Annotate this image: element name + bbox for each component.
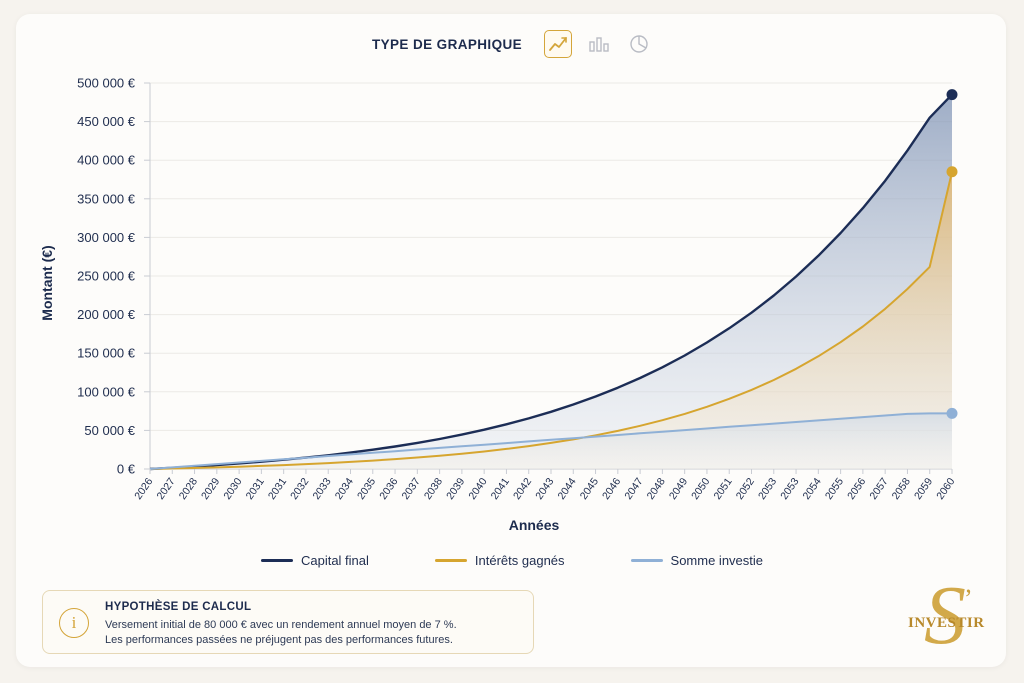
y-axis-label: Montant (€) bbox=[39, 245, 55, 320]
x-tick-label: 2059 bbox=[912, 476, 935, 502]
x-tick-label: 2030 bbox=[221, 476, 244, 502]
logo-word: INVESTIR bbox=[908, 615, 985, 631]
x-tick-label: 2033 bbox=[310, 476, 333, 502]
hypothesis-line-1: Versement initial de 80 000 € avec un re… bbox=[105, 619, 457, 631]
x-tick-label: 2043 bbox=[533, 476, 556, 502]
x-tick-label: 2049 bbox=[667, 476, 690, 502]
chart-type-toolbar: TYPE DE GRAPHIQUE bbox=[0, 30, 1024, 58]
pie-chart-button[interactable] bbox=[626, 31, 652, 57]
y-tick-label: 350 000 € bbox=[77, 191, 136, 206]
x-tick-label: 2028 bbox=[177, 476, 200, 502]
legend-item-capital[interactable]: Capital final bbox=[260, 553, 369, 568]
x-tick-label: 2032 bbox=[288, 476, 311, 502]
y-tick-label: 200 000 € bbox=[77, 307, 136, 322]
series-line-investie bbox=[149, 412, 952, 470]
line-chart-button[interactable] bbox=[544, 30, 573, 58]
chart-type-label: TYPE DE GRAPHIQUE bbox=[371, 36, 523, 52]
x-tick-label: 2031 bbox=[266, 476, 289, 502]
legend-swatch-interets bbox=[434, 559, 467, 562]
x-tick-label: 2053 bbox=[778, 476, 801, 502]
x-tick-label: 2034 bbox=[333, 476, 356, 502]
legend-swatch-investie bbox=[630, 559, 663, 562]
end-point-investie bbox=[946, 407, 958, 419]
x-tick-label: 2031 bbox=[244, 476, 267, 502]
x-tick-label: 2058 bbox=[890, 476, 913, 502]
x-tick-label: 2046 bbox=[600, 476, 623, 502]
x-tick-label: 2052 bbox=[734, 476, 757, 502]
x-tick-label: 2040 bbox=[466, 476, 489, 502]
logo-letter: S bbox=[924, 569, 966, 662]
x-tick-label: 2038 bbox=[422, 476, 445, 502]
hypothesis-title: HYPOTHÈSE DE CALCUL bbox=[105, 601, 252, 613]
y-tick-label: 300 000 € bbox=[77, 230, 136, 245]
x-tick-label: 2054 bbox=[801, 476, 824, 502]
end-point-interets bbox=[946, 166, 958, 178]
x-tick-label: 2035 bbox=[355, 476, 378, 502]
area-interets bbox=[150, 171, 952, 470]
x-tick-label: 2060 bbox=[934, 476, 957, 502]
chart-legend: Capital final Intérêts gagnés Somme inve… bbox=[0, 553, 1024, 568]
y-tick-label: 450 000 € bbox=[77, 114, 136, 129]
series-line-interets bbox=[149, 171, 953, 470]
y-tick-label: 150 000 € bbox=[77, 346, 136, 361]
x-tick-label: 2053 bbox=[756, 476, 779, 502]
x-tick-label: 2037 bbox=[400, 476, 423, 502]
x-tick-label: 2057 bbox=[867, 476, 890, 502]
legend-swatch-capital bbox=[260, 559, 293, 562]
y-tick-label: 50 000 € bbox=[84, 423, 135, 438]
hypothesis-box: i HYPOTHÈSE DE CALCUL Versement initial … bbox=[42, 590, 534, 654]
y-tick-label: 250 000 € bbox=[77, 269, 136, 284]
legend-label-capital: Capital final bbox=[300, 553, 369, 568]
line-chart-icon bbox=[549, 37, 567, 51]
x-tick-label: 2056 bbox=[845, 476, 868, 502]
y-tick-label: 100 000 € bbox=[77, 384, 136, 399]
x-tick-label: 2029 bbox=[199, 476, 222, 502]
area-capital bbox=[150, 94, 952, 469]
x-tick-label: 2042 bbox=[511, 476, 534, 502]
x-tick-label: 2055 bbox=[823, 476, 846, 502]
brand-logo: S ’ INVESTIR bbox=[906, 574, 996, 660]
x-tick-label: 2027 bbox=[155, 476, 178, 502]
y-tick-label: 500 000 € bbox=[77, 76, 136, 91]
legend-label-interets: Intérêts gagnés bbox=[474, 553, 565, 568]
x-tick-label: 2047 bbox=[622, 476, 645, 502]
x-tick-label: 2044 bbox=[556, 476, 579, 502]
x-tick-label: 2050 bbox=[689, 476, 712, 502]
y-tick-label: 400 000 € bbox=[77, 153, 136, 168]
x-tick-label: 2036 bbox=[377, 476, 400, 502]
x-axis-label: Années bbox=[509, 517, 560, 533]
legend-item-investie[interactable]: Somme investie bbox=[630, 553, 764, 568]
bar-chart-button[interactable] bbox=[586, 31, 612, 57]
legend-item-interets[interactable]: Intérêts gagnés bbox=[434, 553, 565, 568]
x-tick-label: 2051 bbox=[711, 476, 734, 502]
x-tick-label: 2041 bbox=[489, 476, 512, 502]
y-tick-label: 0 € bbox=[117, 462, 136, 477]
bar-chart-icon bbox=[589, 37, 609, 52]
pie-chart-icon bbox=[630, 35, 648, 53]
x-tick-label: 2039 bbox=[444, 476, 467, 502]
end-point-capital bbox=[946, 89, 958, 101]
x-tick-label: 2026 bbox=[132, 476, 155, 502]
hypothesis-line-2: Les performances passées ne préjugent pa… bbox=[105, 634, 453, 646]
info-icon: i bbox=[59, 608, 89, 638]
x-tick-label: 2045 bbox=[578, 476, 601, 502]
legend-label-investie: Somme investie bbox=[670, 553, 764, 568]
x-tick-label: 2048 bbox=[645, 476, 668, 502]
logo-mark: ’ bbox=[964, 584, 973, 613]
chart-svg: 0 € 50 000 € 100 000 € 150 000 € 200 000 € 25… bbox=[39, 76, 958, 534]
